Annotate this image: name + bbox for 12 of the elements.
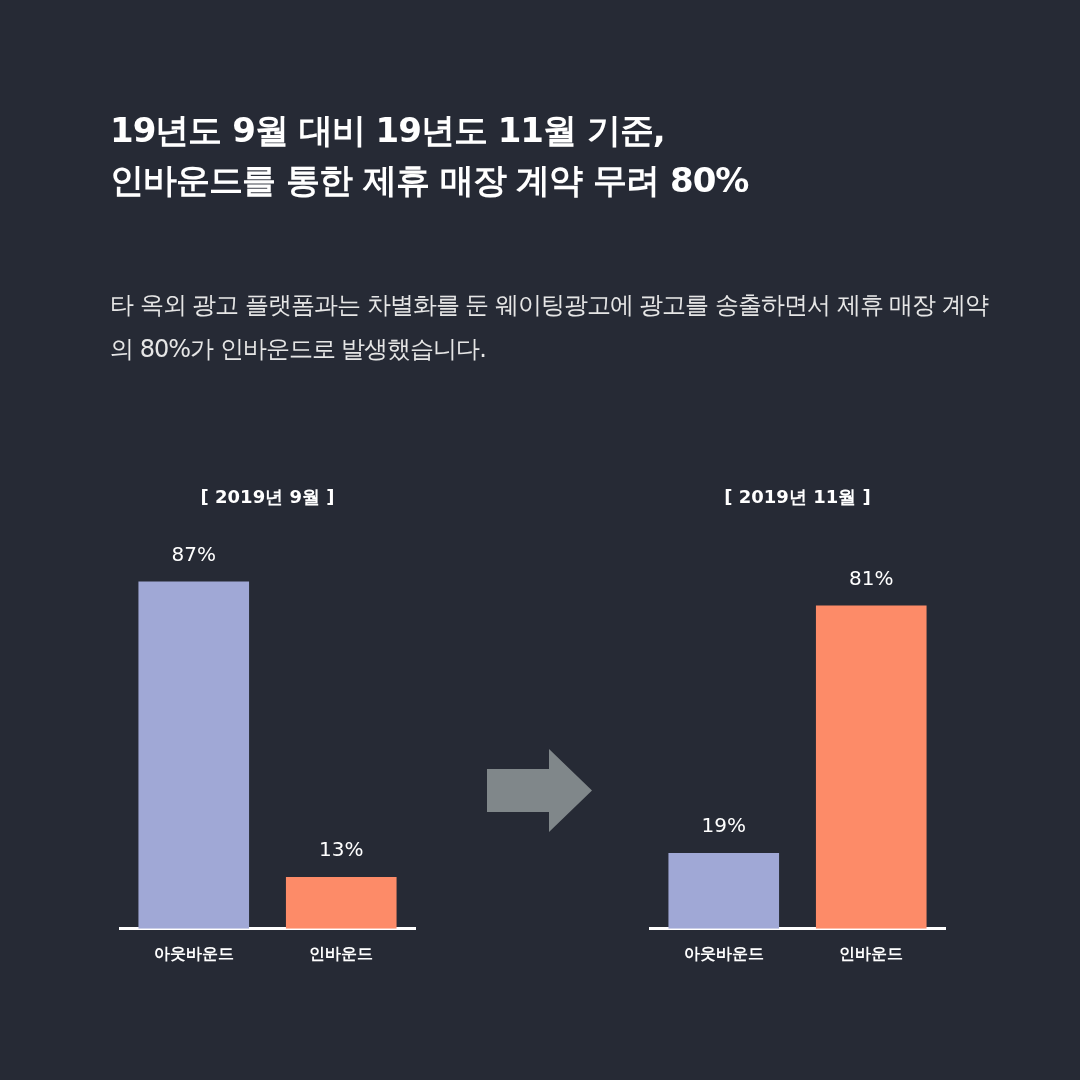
chart-title: [ 2019년 9월 ]	[200, 486, 335, 508]
data-label: 87%	[171, 541, 216, 566]
text: 19년도 9월 대비 19년도 11월 기준, 인바운드를 통한 제휴 매장 계약 무려 80%	[110, 109, 750, 202]
x-tick-label: 인바운드	[839, 943, 904, 963]
data-label: 19%	[701, 813, 746, 838]
chart-title: [ 2019년 11월 ]	[724, 486, 871, 508]
data-label: 13%	[319, 837, 364, 862]
data-label: 81%	[849, 565, 894, 590]
x-tick-label: 인바운드	[309, 943, 374, 963]
x-tick-label: 아웃바운드	[153, 943, 234, 963]
text: 타 옥외 광고 플랫폼과는 차별화를 둔 웨이팅광고에 광고를 송출하면서 제휴 매장 계약의 80%가 인바운드로 발생했습니다.	[110, 290, 990, 365]
x-tick-label: 아웃바운드	[683, 943, 764, 963]
